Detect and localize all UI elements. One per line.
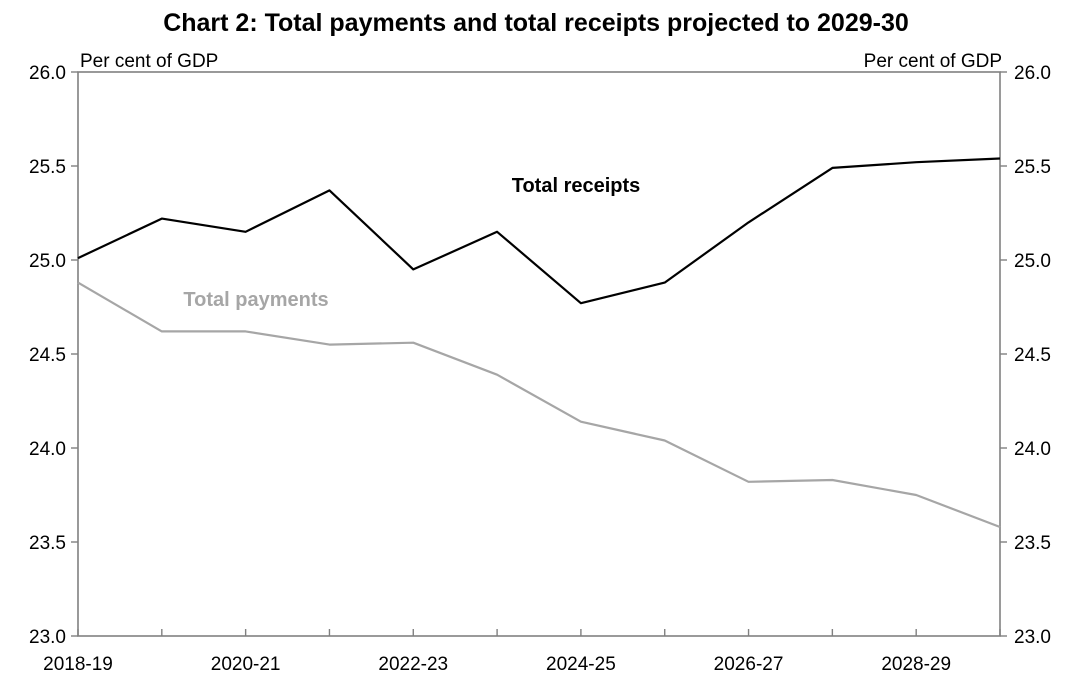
y-tick-label-left: 23.5 (29, 533, 66, 554)
y-tick-label-right: 23.5 (1014, 533, 1051, 554)
x-tick-label: 2020-21 (211, 654, 281, 675)
x-tick-label: 2026-27 (714, 654, 784, 675)
x-tick-label: 2024-25 (546, 654, 616, 675)
axes: 23.0 23.0 23.5 23.5 24.0 24.0 24.5 24.5 25.0 25.0… (29, 63, 1051, 675)
y-tick-label-left: 25.0 (29, 251, 66, 272)
y-tick-label-left: 24.0 (29, 439, 66, 460)
chart-title: Chart 2: Total payments and total receip… (163, 9, 909, 37)
x-tick-label: 2022-23 (378, 654, 448, 675)
y-tick-label-right: 23.0 (1014, 627, 1051, 648)
right-axis-label: Per cent of GDP (864, 51, 1002, 72)
series-label-total-payments: Total payments (183, 289, 328, 311)
y-tick-label-right: 25.0 (1014, 251, 1051, 272)
y-tick-label-right: 25.5 (1014, 157, 1051, 178)
y-tick-label-right: 24.0 (1014, 439, 1051, 460)
x-tick-label: 2018-19 (43, 654, 113, 675)
y-tick-label-left: 24.5 (29, 345, 66, 366)
series-label-total-receipts: Total receipts (512, 175, 641, 197)
y-tick-label-right: 24.5 (1014, 345, 1051, 366)
x-tick-label: 2028-29 (881, 654, 951, 675)
y-tick-label-left: 23.0 (29, 627, 66, 648)
left-axis-label: Per cent of GDP (80, 51, 218, 72)
y-tick-label-right: 26.0 (1014, 63, 1051, 84)
plot-area (78, 72, 1000, 636)
series-lines (78, 159, 1000, 528)
series-line-total-payments (78, 283, 1000, 527)
y-tick-label-left: 26.0 (29, 63, 66, 84)
y-tick-label-left: 25.5 (29, 157, 66, 178)
